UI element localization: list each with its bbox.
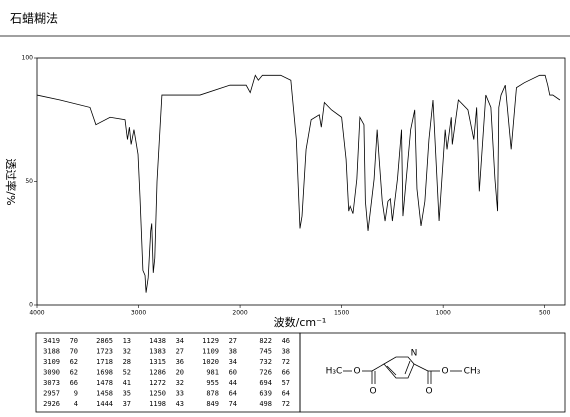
peak-wavenumber: 3073	[43, 379, 60, 387]
peak-wavenumber: 1458	[96, 390, 113, 398]
atom-label: O	[441, 367, 448, 377]
peak-wavenumber: 2865	[96, 337, 113, 345]
peak-wavenumber: 1444	[96, 400, 113, 408]
peak-transmittance: 41	[123, 379, 131, 387]
peak-wavenumber: 3419	[43, 337, 60, 345]
peak-wavenumber: 726	[259, 369, 272, 377]
peak-wavenumber: 3188	[43, 348, 60, 356]
peak-transmittance: 27	[229, 337, 237, 345]
peak-transmittance: 32	[123, 348, 131, 356]
peak-wavenumber: 639	[259, 390, 272, 398]
peak-transmittance: 4	[74, 400, 78, 408]
peak-transmittance: 44	[229, 379, 237, 387]
peak-transmittance: 64	[229, 390, 237, 398]
peak-wavenumber: 2926	[43, 400, 60, 408]
atom-label: H₃C	[326, 367, 343, 377]
peak-wavenumber: 1698	[96, 369, 113, 377]
peak-transmittance: 33	[176, 390, 184, 398]
peak-transmittance: 43	[176, 400, 184, 408]
peak-wavenumber: 1272	[149, 379, 166, 387]
peak-transmittance: 36	[176, 358, 184, 366]
peak-wavenumber: 1129	[202, 337, 219, 345]
structure-bonds	[343, 356, 462, 384]
structure-frame	[299, 332, 566, 413]
peak-transmittance: 62	[70, 358, 78, 366]
peak-wavenumber: 1383	[149, 348, 166, 356]
y-tick-label: 0	[29, 302, 33, 309]
atom-label: CH₃	[464, 367, 481, 377]
peak-wavenumber: 1315	[149, 358, 166, 366]
x-tick-label: 500	[539, 310, 551, 317]
peak-transmittance: 34	[176, 337, 184, 345]
peak-wavenumber: 955	[206, 379, 219, 387]
x-tick-label: 3000	[131, 310, 146, 317]
peak-transmittance: 38	[282, 348, 290, 356]
peak-transmittance: 37	[123, 400, 131, 408]
peak-wavenumber: 694	[259, 379, 272, 387]
atom-label: O	[353, 367, 360, 377]
peak-transmittance: 74	[229, 400, 237, 408]
x-tick-label: 1000	[436, 310, 451, 317]
atom-label: O	[425, 387, 432, 397]
peak-transmittance: 32	[176, 379, 184, 387]
peak-wavenumber: 981	[206, 369, 219, 377]
peak-transmittance: 62	[70, 369, 78, 377]
peak-transmittance: 72	[282, 358, 290, 366]
peak-transmittance: 46	[282, 337, 290, 345]
peak-transmittance: 35	[123, 390, 131, 398]
peak-transmittance: 66	[282, 369, 290, 377]
peak-wavenumber: 2957	[43, 390, 60, 398]
peak-wavenumber: 1286	[149, 369, 166, 377]
y-axis-label: 透过率/%	[4, 158, 18, 205]
peak-wavenumber: 1438	[149, 337, 166, 345]
peak-transmittance: 34	[229, 358, 237, 366]
peak-transmittance: 70	[70, 337, 78, 345]
peak-wavenumber: 498	[259, 400, 272, 408]
page-title: 石蜡糊法	[10, 11, 58, 26]
peak-transmittance: 52	[123, 369, 131, 377]
peak-transmittance: 38	[229, 348, 237, 356]
peak-wavenumber: 878	[206, 390, 219, 398]
peak-wavenumber: 1250	[149, 390, 166, 398]
peak-wavenumber: 1718	[96, 358, 113, 366]
peak-wavenumber: 732	[259, 358, 272, 366]
peak-transmittance: 13	[123, 337, 131, 345]
peak-wavenumber: 1020	[202, 358, 219, 366]
peak-wavenumber: 3109	[43, 358, 60, 366]
peak-wavenumber: 3090	[43, 369, 60, 377]
peak-transmittance: 66	[70, 379, 78, 387]
peak-wavenumber: 1198	[149, 400, 166, 408]
peak-wavenumber: 1723	[96, 348, 113, 356]
peak-wavenumber: 822	[259, 337, 272, 345]
y-tick-label: 50	[25, 178, 33, 185]
x-axis-label: 波数/cm⁻¹	[274, 316, 327, 329]
spectrum-line	[36, 74, 561, 293]
y-tick-label: 100	[22, 55, 34, 62]
x-tick-label: 2000	[232, 310, 247, 317]
peak-transmittance: 57	[282, 379, 290, 387]
x-tick-label: 1500	[334, 310, 349, 317]
peak-transmittance: 72	[282, 400, 290, 408]
x-tick-label: 4000	[29, 310, 44, 317]
atom-label: N	[411, 349, 418, 359]
peak-transmittance: 9	[74, 390, 78, 398]
peak-wavenumber: 849	[206, 400, 219, 408]
peak-transmittance: 70	[70, 348, 78, 356]
peak-wavenumber: 1109	[202, 348, 219, 356]
peak-transmittance: 64	[282, 390, 290, 398]
atom-label: O	[369, 387, 376, 397]
peak-wavenumber: 1478	[96, 379, 113, 387]
peak-transmittance: 60	[229, 369, 237, 377]
peak-transmittance: 28	[123, 358, 131, 366]
peak-transmittance: 27	[176, 348, 184, 356]
peak-wavenumber: 745	[259, 348, 272, 356]
peak-transmittance: 20	[176, 369, 184, 377]
